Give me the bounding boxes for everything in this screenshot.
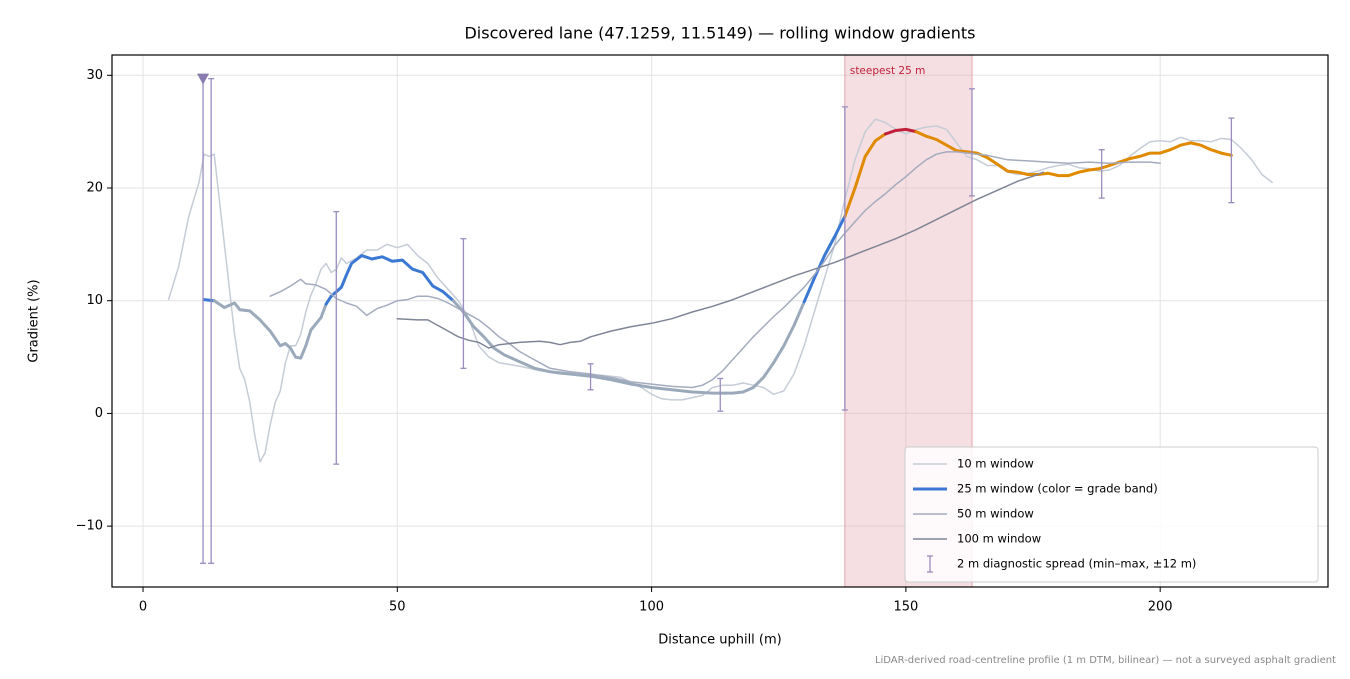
error-bar — [587, 363, 594, 391]
series-line — [451, 299, 806, 395]
y-tick-label: 30 — [86, 68, 103, 83]
y-tick-label: 0 — [95, 406, 103, 421]
y-tick-label: 10 — [86, 293, 103, 308]
x-tick-label: 0 — [139, 600, 147, 615]
series-line — [202, 298, 216, 303]
chart-title: Discovered lane (47.1259, 11.5149) — rol… — [464, 24, 975, 43]
series-line — [802, 214, 847, 304]
series-line — [396, 171, 1044, 349]
x-tick-label: 100 — [639, 600, 664, 615]
series-line — [324, 254, 455, 306]
series-line — [914, 130, 1233, 178]
error-bar — [1228, 117, 1235, 204]
y-tick-label: −10 — [76, 519, 103, 534]
legend-label: 25 m window (color = grade band) — [957, 482, 1158, 496]
error-bar — [841, 106, 848, 411]
error-bar — [333, 211, 340, 465]
error-bar — [717, 377, 724, 412]
legend-label: 2 m diagnostic spread (min–max, ±12 m) — [957, 557, 1196, 571]
legend-label: 10 m window — [957, 457, 1034, 471]
peak-marker — [197, 73, 210, 85]
legend: 10 m window 25 m window (color = grade ba… — [904, 446, 1319, 583]
x-axis-label: Distance uphill (m) — [658, 633, 781, 648]
series-line — [884, 127, 918, 136]
error-bar — [208, 78, 215, 564]
legend-label: 100 m window — [957, 532, 1041, 546]
legend-box — [904, 446, 1319, 583]
highlight-label: steepest 25 m — [850, 65, 925, 77]
error-bar — [460, 238, 467, 369]
series-line — [843, 132, 887, 218]
series-line — [212, 299, 328, 360]
series-line — [167, 118, 1273, 463]
y-tick-label: 20 — [86, 181, 103, 196]
legend-label: 50 m window — [957, 507, 1034, 521]
x-tick-label: 50 — [389, 600, 406, 615]
error-bar — [968, 88, 975, 197]
footnote: LiDAR-derived road-centreline profile (1… — [875, 655, 1336, 666]
error-bar — [1098, 149, 1105, 199]
x-tick-label: 200 — [1148, 600, 1173, 615]
x-tick-label: 150 — [893, 600, 918, 615]
y-axis-label: Gradient (%) — [27, 279, 42, 362]
plot-frame — [111, 54, 1329, 588]
series-line — [269, 151, 1161, 389]
